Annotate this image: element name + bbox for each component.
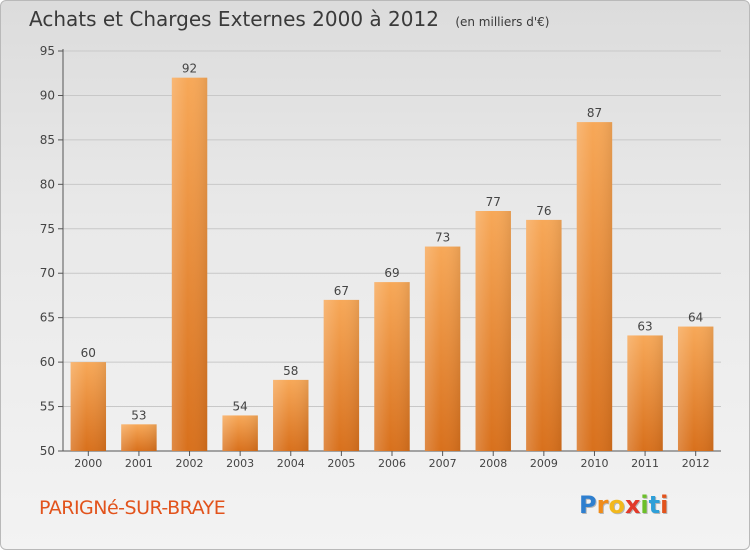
data-label: 92 — [182, 62, 197, 76]
y-tick-label: 85 — [40, 133, 55, 147]
logo-letter: i — [640, 491, 649, 519]
x-tick-label: 2011 — [631, 457, 659, 470]
x-tick-label: 2007 — [429, 457, 457, 470]
bar-shine — [323, 299, 360, 451]
y-tick-label: 80 — [40, 177, 55, 191]
data-label: 69 — [384, 266, 399, 280]
data-label: 58 — [283, 364, 298, 378]
bar-shine — [374, 282, 410, 451]
bar-shine — [576, 122, 613, 451]
bar-shine — [273, 379, 309, 451]
bar-shine — [171, 77, 208, 452]
data-label: 73 — [435, 231, 450, 245]
x-tick-label: 2006 — [378, 457, 406, 470]
data-label: 60 — [81, 346, 96, 360]
data-label: 54 — [233, 399, 248, 413]
label-layer: 60 53 92 54 58 67 69 73 77 76 87 63 64 — [81, 62, 704, 423]
commune-name: PARIGNé-SUR-BRAYE — [39, 497, 226, 519]
y-tick-label: 60 — [40, 355, 55, 369]
bar-shine — [677, 326, 714, 451]
y-tick-label: 50 — [40, 444, 55, 458]
data-label: 53 — [131, 408, 146, 422]
data-label: 63 — [637, 319, 652, 333]
bar-shine — [70, 362, 107, 451]
y-tick-label: 75 — [40, 222, 55, 236]
logo-letter: x — [624, 491, 641, 519]
logo-letter: o — [608, 491, 625, 519]
logo-letter: i — [660, 491, 669, 519]
data-label: 77 — [486, 195, 501, 209]
data-label: 87 — [587, 106, 602, 120]
bar-shine — [121, 424, 157, 451]
x-tick-label: 2008 — [479, 457, 507, 470]
x-tick-label: 2004 — [277, 457, 305, 470]
x-tick-label: 2009 — [530, 457, 558, 470]
x-tick-label: 2005 — [327, 457, 355, 470]
y-tick-label: 70 — [40, 266, 55, 280]
bar-shine — [424, 246, 461, 451]
axis-layer: 50 55 60 65 70 75 80 85 90 95 2000 2001 2002 2003 2004… — [40, 44, 721, 470]
data-label: 64 — [688, 311, 703, 325]
data-label: 67 — [334, 284, 349, 298]
logo-letter: t — [648, 491, 661, 519]
y-tick-label: 95 — [40, 44, 55, 58]
y-tick-label: 90 — [40, 88, 55, 102]
y-tick-label: 65 — [40, 311, 55, 325]
data-label: 76 — [536, 204, 551, 218]
logo-letter: P — [579, 491, 597, 519]
bar-shine — [475, 211, 511, 451]
proxiti-logo: Proxiti — [579, 491, 668, 519]
bar-layer — [70, 77, 714, 452]
x-tick-label: 2001 — [125, 457, 153, 470]
logo-letter: r — [596, 491, 609, 519]
bar-shine — [627, 335, 663, 451]
x-tick-label: 2002 — [176, 457, 204, 470]
x-tick-label: 2010 — [580, 457, 608, 470]
title-unit: (en milliers d'€) — [455, 15, 550, 29]
x-tick-label: 2012 — [682, 457, 710, 470]
x-tick-label: 2003 — [226, 457, 254, 470]
x-tick-label: 2000 — [74, 457, 102, 470]
bar-shine — [526, 219, 562, 451]
title-text: Achats et Charges Externes 2000 à 2012 — [29, 7, 439, 31]
y-tick-label: 55 — [40, 400, 55, 414]
bar-shine — [222, 415, 258, 451]
chart-title: Achats et Charges Externes 2000 à 2012 (… — [29, 7, 549, 31]
